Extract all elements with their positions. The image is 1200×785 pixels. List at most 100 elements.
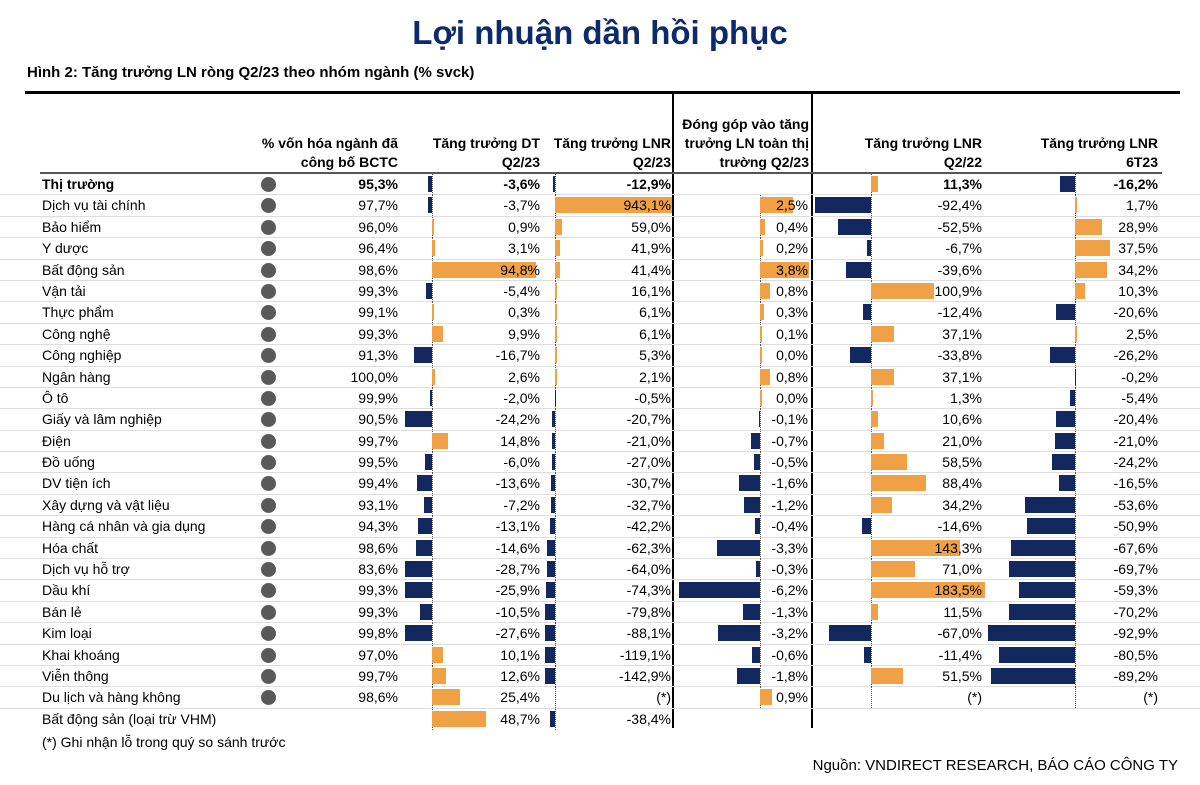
profit-growth-6t23-value: 37,5%	[1118, 240, 1158, 257]
profit-growth-q223-value: 41,4%	[631, 261, 671, 278]
table-row: Giấy và lâm nghiệp 90,5% -24,2% -20,7% -0,1%…	[0, 409, 1200, 431]
market-cap-share-value: 91,3%	[358, 347, 398, 364]
profit-growth-q223-value: 16,1%	[631, 282, 671, 299]
zero-axis	[432, 580, 433, 602]
zero-axis	[432, 494, 433, 516]
profit-growth-q223-value: -79,8%	[626, 603, 671, 620]
profit-growth-q222-value: 1,3%	[950, 389, 982, 406]
market-cap-share-value: 99,4%	[358, 475, 398, 492]
zero-axis	[432, 195, 433, 217]
profit-growth-q222-bar	[838, 218, 871, 235]
profit-growth-6t23-bar	[1074, 368, 1077, 385]
contribution-q223-value: 0,8%	[776, 368, 808, 385]
revenue-growth-q223-bar	[405, 561, 432, 578]
profit-growth-q223-bar	[550, 710, 555, 727]
zero-axis	[760, 494, 761, 516]
revenue-growth-q223-bar	[432, 646, 444, 663]
zero-axis	[432, 537, 433, 559]
table-row: Ô tô 99,9% -2,0% -0,5% 0,0% 1,3% -5,4%	[0, 387, 1200, 410]
status-dot-icon	[261, 348, 276, 364]
profit-growth-6t23-value: -59,3%	[1113, 582, 1158, 599]
contribution-q223-bar	[743, 603, 760, 620]
revenue-growth-q223-value: 10,1%	[500, 646, 540, 663]
status-dot-icon	[261, 647, 276, 663]
sector-name: Hóa chất	[42, 539, 99, 556]
profit-growth-q222-bar	[863, 646, 871, 663]
zero-axis	[1075, 623, 1076, 645]
zero-axis	[871, 259, 872, 281]
zero-axis	[760, 516, 761, 538]
contribution-q223-value: -0,3%	[771, 561, 808, 578]
profit-growth-q223-bar	[553, 176, 555, 192]
profit-growth-q223-value: -27,0%	[626, 454, 671, 471]
contribution-q223-value: -1,6%	[771, 475, 808, 492]
sector-name: Kim loại	[42, 625, 92, 642]
contribution-q223-value: 2,5%	[776, 197, 808, 214]
profit-growth-6t23-bar	[1052, 454, 1075, 471]
revenue-growth-q223-value: -5,4%	[503, 282, 540, 299]
zero-axis	[871, 195, 872, 217]
profit-growth-q223-bar	[550, 496, 555, 513]
profit-growth-6t23-value: -16,2%	[1113, 176, 1158, 192]
zero-axis	[1075, 580, 1076, 602]
profit-growth-q222-bar	[871, 667, 903, 684]
revenue-growth-q223-value: -13,1%	[495, 518, 540, 535]
contribution-q223-bar	[760, 282, 771, 299]
market-cap-share-value: 93,1%	[358, 496, 398, 513]
sector-name: Ô tô	[42, 389, 69, 406]
profit-growth-q222-value: -6,7%	[945, 240, 982, 257]
profit-growth-q222-bar	[871, 496, 893, 513]
profit-growth-q222-value: -52,5%	[937, 218, 982, 235]
zero-axis	[555, 430, 556, 452]
profit-growth-q223-value: -32,7%	[626, 496, 671, 513]
profit-growth-q222-value: -67,0%	[937, 625, 982, 642]
profit-growth-q223-value: -88,1%	[626, 625, 671, 642]
zero-axis	[760, 580, 761, 602]
contribution-q223-value: 0,9%	[776, 689, 808, 706]
profit-growth-6t23-bar	[1055, 411, 1075, 428]
profit-growth-q222-value: -12,4%	[937, 304, 982, 321]
status-dot-icon	[261, 433, 276, 449]
zero-axis	[760, 623, 761, 645]
profit-growth-6t23-value: -26,2%	[1113, 347, 1158, 364]
status-dot-icon	[261, 497, 276, 513]
table-row: Bất động sản 98,6% 94,8% 41,4% 3,8% -39,6% 34,…	[0, 259, 1200, 281]
contribution-q223-bar	[760, 197, 793, 214]
profit-growth-q223-value: -62,3%	[626, 539, 671, 556]
table-row: Du lịch và hàng không 98,6% 25,4% (*) 0,9% (*…	[0, 687, 1200, 709]
profit-growth-q222-value: -39,6%	[937, 261, 982, 278]
header-profit-growth-q222: Tăng trưởng LNR Q2/22	[864, 135, 982, 170]
contribution-q223-bar	[760, 389, 762, 406]
profit-growth-q223-bar	[555, 368, 557, 385]
zero-axis	[1075, 537, 1076, 559]
profit-growth-q222-value: 71,0%	[942, 561, 982, 578]
profit-growth-q222-value: 10,6%	[942, 411, 982, 428]
contribution-q223-value: -1,3%	[771, 603, 808, 620]
zero-axis	[1075, 302, 1076, 324]
profit-growth-q223-value: -20,7%	[626, 411, 671, 428]
profit-growth-6t23-value: -92,9%	[1113, 625, 1158, 642]
table-row: Thực phẩm 99,1% 0,3% 6,1% 0,3% -12,4% -20,6%	[0, 302, 1200, 324]
profit-growth-q223-bar	[555, 347, 557, 364]
status-dot-icon	[261, 668, 276, 684]
profit-growth-q223-bar	[547, 561, 555, 578]
profit-growth-q223-bar	[555, 240, 561, 257]
profit-growth-q222-value: -33,8%	[937, 347, 982, 364]
zero-axis	[1075, 473, 1076, 495]
source-note: Nguồn: VNDIRECT RESEARCH, BÁO CÁO CÔNG T…	[812, 757, 1178, 774]
market-cap-share-value: 99,7%	[358, 432, 398, 449]
sector-name: Du lịch và hàng không	[42, 689, 181, 706]
profit-growth-q222-bar	[871, 176, 878, 192]
table-row: Hàng cá nhân và gia dụng 94,3% -13,1% -42,2…	[0, 516, 1200, 538]
revenue-growth-q223-value: 94,8%	[500, 261, 540, 278]
profit-growth-q223-value: 5,3%	[639, 347, 671, 364]
revenue-growth-q223-bar	[417, 518, 432, 535]
zero-axis	[555, 559, 556, 581]
profit-growth-6t23-value: 10,3%	[1118, 282, 1158, 299]
column-divider	[672, 92, 674, 728]
table-row: Xây dựng và vật liệu 93,1% -7,2% -32,7% -1,2…	[0, 494, 1200, 517]
zero-axis	[432, 623, 433, 645]
profit-growth-q223-bar	[555, 304, 557, 321]
profit-growth-q222-value: 11,5%	[943, 603, 982, 620]
zero-axis	[1075, 665, 1076, 687]
